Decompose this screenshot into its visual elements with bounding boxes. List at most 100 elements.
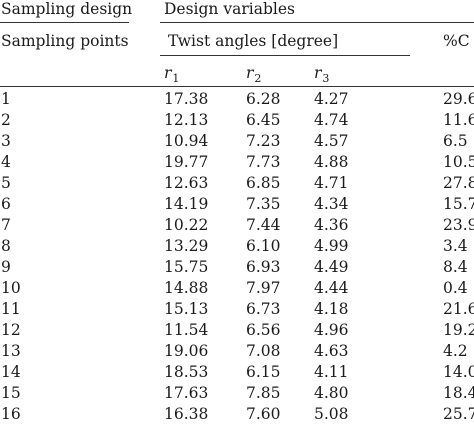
cell-sampling-point: 7: [1, 216, 11, 234]
rule-left-top: [0, 22, 129, 23]
cell-sampling-point: 10: [1, 279, 21, 297]
cell-sampling-point: 14: [1, 363, 21, 381]
rule-twist-angles: [160, 55, 410, 56]
cell-r1: 14.88: [164, 279, 209, 297]
table-row: 1 17.38 6.28 4.27 29.6: [0, 90, 474, 111]
cell-percent-c: 25.7: [443, 405, 474, 423]
cell-percent-c: 4.2: [443, 342, 468, 360]
cell-r3: 4.57: [314, 132, 349, 150]
cell-r2: 6.56: [246, 321, 281, 339]
table-row: 14 18.53 6.15 4.11 14.0: [0, 363, 474, 384]
cell-r3: 4.99: [314, 237, 349, 255]
rule-design-variables: [160, 22, 474, 23]
table-row: 4 19.77 7.73 4.88 10.5: [0, 153, 474, 174]
table-row: 13 19.06 7.08 4.63 4.2: [0, 342, 474, 363]
cell-percent-c: 3.4: [443, 237, 468, 255]
cell-sampling-point: 6: [1, 195, 11, 213]
cell-percent-c: 23.9: [443, 216, 474, 234]
table-row: 2 12.13 6.45 4.74 11.6: [0, 111, 474, 132]
cell-r1: 11.54: [164, 321, 209, 339]
cell-r2: 6.28: [246, 90, 281, 108]
cell-percent-c: 19.2: [443, 321, 474, 339]
cell-percent-c: 0.4: [443, 279, 468, 297]
header-percent-c: %C: [443, 32, 470, 50]
cell-r1: 18.53: [164, 363, 209, 381]
cell-r3: 4.96: [314, 321, 349, 339]
header-r3: r3: [314, 64, 330, 85]
cell-r1: 13.29: [164, 237, 209, 255]
cell-r2: 7.73: [246, 153, 281, 171]
cell-r1: 15.75: [164, 258, 209, 276]
cell-r2: 7.85: [246, 384, 281, 402]
cell-percent-c: 14.0: [443, 363, 474, 381]
cell-sampling-point: 11: [1, 300, 21, 318]
cell-r2: 6.85: [246, 174, 281, 192]
table-row: 16 16.38 7.60 5.08 25.7: [0, 405, 474, 426]
cell-r2: 7.23: [246, 132, 281, 150]
cell-sampling-point: 2: [1, 111, 11, 129]
cell-percent-c: 6.5: [443, 132, 468, 150]
cell-r1: 17.38: [164, 90, 209, 108]
cell-percent-c: 29.6: [443, 90, 474, 108]
rule-header-bottom: [0, 86, 474, 87]
cell-sampling-point: 13: [1, 342, 21, 360]
header-twist-angles: Twist angles [degree]: [168, 32, 339, 50]
cell-r3: 5.08: [314, 405, 349, 423]
cell-r1: 10.22: [164, 216, 209, 234]
cell-sampling-point: 4: [1, 153, 11, 171]
cell-r3: 4.36: [314, 216, 349, 234]
cell-r3: 4.11: [314, 363, 349, 381]
cell-r1: 16.38: [164, 405, 209, 423]
cell-r2: 7.60: [246, 405, 281, 423]
cell-percent-c: 8.4: [443, 258, 468, 276]
cell-r1: 19.77: [164, 153, 209, 171]
table-row: 9 15.75 6.93 4.49 8.4: [0, 258, 474, 279]
cell-percent-c: 10.5: [443, 153, 474, 171]
cell-r3: 4.88: [314, 153, 349, 171]
header-r1: r1: [164, 64, 180, 85]
cell-r1: 14.19: [164, 195, 209, 213]
table-row: 7 10.22 7.44 4.36 23.9: [0, 216, 474, 237]
cell-r1: 10.94: [164, 132, 209, 150]
header-r2: r2: [246, 64, 262, 85]
cell-r3: 4.71: [314, 174, 349, 192]
cell-r3: 4.80: [314, 384, 349, 402]
table-row: 15 17.63 7.85 4.80 18.4: [0, 384, 474, 405]
table-row: 6 14.19 7.35 4.34 15.7: [0, 195, 474, 216]
header-sampling-design: Sampling design: [1, 0, 133, 18]
table-row: 5 12.63 6.85 4.71 27.8: [0, 174, 474, 195]
table-row: 8 13.29 6.10 4.99 3.4: [0, 237, 474, 258]
cell-r2: 7.44: [246, 216, 281, 234]
table-row: 11 15.13 6.73 4.18 21.6: [0, 300, 474, 321]
cell-sampling-point: 8: [1, 237, 11, 255]
cell-r3: 4.63: [314, 342, 349, 360]
table-row: 12 11.54 6.56 4.96 19.2: [0, 321, 474, 342]
cell-r2: 6.73: [246, 300, 281, 318]
cell-r2: 7.97: [246, 279, 281, 297]
cell-r3: 4.49: [314, 258, 349, 276]
cell-sampling-point: 3: [1, 132, 11, 150]
cell-r1: 12.63: [164, 174, 209, 192]
cell-r2: 6.10: [246, 237, 281, 255]
cell-percent-c: 21.6: [443, 300, 474, 318]
cell-percent-c: 27.8: [443, 174, 474, 192]
cell-r2: 6.93: [246, 258, 281, 276]
cell-r3: 4.34: [314, 195, 349, 213]
cell-sampling-point: 12: [1, 321, 21, 339]
cell-sampling-point: 1: [1, 90, 11, 108]
cell-r3: 4.27: [314, 90, 349, 108]
header-design-variables: Design variables: [164, 0, 295, 18]
cell-r3: 4.44: [314, 279, 349, 297]
cell-percent-c: 11.6: [443, 111, 474, 129]
cell-r1: 17.63: [164, 384, 209, 402]
cell-r1: 15.13: [164, 300, 209, 318]
cell-r2: 7.08: [246, 342, 281, 360]
table-row: 3 10.94 7.23 4.57 6.5: [0, 132, 474, 153]
cell-r3: 4.74: [314, 111, 349, 129]
cell-r2: 6.45: [246, 111, 281, 129]
header-sampling-points: Sampling points: [1, 32, 129, 50]
cell-percent-c: 18.4: [443, 384, 474, 402]
cell-r3: 4.18: [314, 300, 349, 318]
cell-sampling-point: 16: [1, 405, 21, 423]
